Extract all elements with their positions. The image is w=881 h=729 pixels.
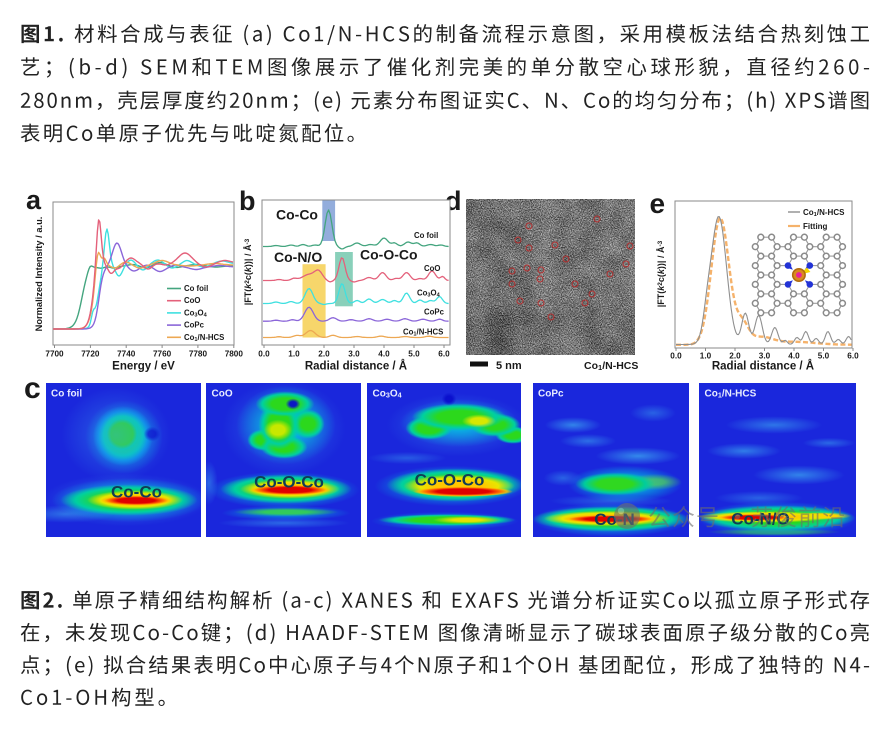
svg-text:0.0: 0.0 — [258, 350, 270, 359]
svg-text:Co1/N-HCS: Co1/N-HCS — [584, 360, 638, 372]
svg-text:CoPc: CoPc — [184, 321, 205, 330]
svg-text:0.0: 0.0 — [670, 352, 682, 361]
svg-text:2.0: 2.0 — [318, 350, 330, 359]
svg-text:Co-O-Co: Co-O-Co — [415, 471, 485, 490]
svg-text:7760: 7760 — [153, 350, 172, 359]
svg-text:7720: 7720 — [81, 350, 100, 359]
svg-text:Radial distance / Å: Radial distance / Å — [305, 360, 407, 373]
svg-text:1.0: 1.0 — [288, 350, 300, 359]
svg-text:5.0: 5.0 — [408, 350, 420, 359]
svg-text:a: a — [26, 185, 42, 215]
svg-text:CoPc: CoPc — [424, 308, 445, 317]
svg-text:CoO: CoO — [212, 389, 233, 400]
svg-text:Co1/N-HCS: Co1/N-HCS — [705, 389, 757, 400]
svg-text:7740: 7740 — [117, 350, 136, 359]
svg-text:Co3O4: Co3O4 — [184, 308, 208, 318]
svg-text:Co3O4: Co3O4 — [373, 389, 402, 400]
svg-text:2.0: 2.0 — [729, 352, 741, 361]
svg-text:CoPc: CoPc — [538, 389, 564, 400]
svg-text:7780: 7780 — [189, 350, 208, 359]
svg-text:c: c — [24, 372, 41, 405]
svg-text:|FT(k2c(k))| / Å-3: |FT(k2c(k))| / Å-3 — [243, 238, 253, 305]
svg-text:Fitting: Fitting — [803, 222, 828, 231]
svg-text:e: e — [650, 188, 666, 219]
svg-text:Co-O-Co: Co-O-Co — [254, 473, 324, 492]
svg-text:Co3O4: Co3O4 — [417, 289, 441, 299]
svg-text:Co1/N-HCS: Co1/N-HCS — [403, 328, 443, 338]
svg-text:3.0: 3.0 — [348, 350, 360, 359]
svg-text:CoO: CoO — [184, 296, 200, 305]
svg-text:Radial distance / Å: Radial distance / Å — [712, 360, 814, 373]
svg-text:Co-Co: Co-Co — [276, 207, 318, 223]
svg-text:Normalized Intensity / a.u.: Normalized Intensity / a.u. — [34, 217, 44, 332]
svg-text:3.0: 3.0 — [759, 352, 771, 361]
svg-text:Energy / eV: Energy / eV — [112, 361, 175, 373]
svg-text:6.0: 6.0 — [438, 350, 450, 359]
svg-text:7700: 7700 — [45, 350, 64, 359]
svg-text:CoO: CoO — [424, 264, 440, 273]
svg-text:5 nm: 5 nm — [496, 360, 522, 372]
svg-text:Co-N/O: Co-N/O — [274, 249, 322, 265]
svg-text:4.0: 4.0 — [788, 352, 800, 361]
svg-text:Co foil: Co foil — [184, 284, 208, 293]
svg-text:b: b — [239, 186, 256, 216]
svg-text:Co-Co: Co-Co — [111, 483, 162, 502]
svg-text:6.0: 6.0 — [847, 352, 859, 361]
svg-text:Co1/N-HCS: Co1/N-HCS — [803, 208, 845, 218]
svg-text:4.0: 4.0 — [378, 350, 390, 359]
svg-text:Co foil: Co foil — [51, 389, 82, 400]
svg-text:7800: 7800 — [225, 350, 244, 359]
svg-text:Co foil: Co foil — [414, 231, 438, 240]
svg-text:|FT(k2c(k))| / Å-3: |FT(k2c(k))| / Å-3 — [656, 240, 666, 307]
svg-text:Co-O-Co: Co-O-Co — [360, 247, 418, 263]
svg-text:5.0: 5.0 — [818, 352, 830, 361]
svg-text:1.0: 1.0 — [700, 352, 712, 361]
svg-text:Co1/N-HCS: Co1/N-HCS — [184, 333, 224, 343]
